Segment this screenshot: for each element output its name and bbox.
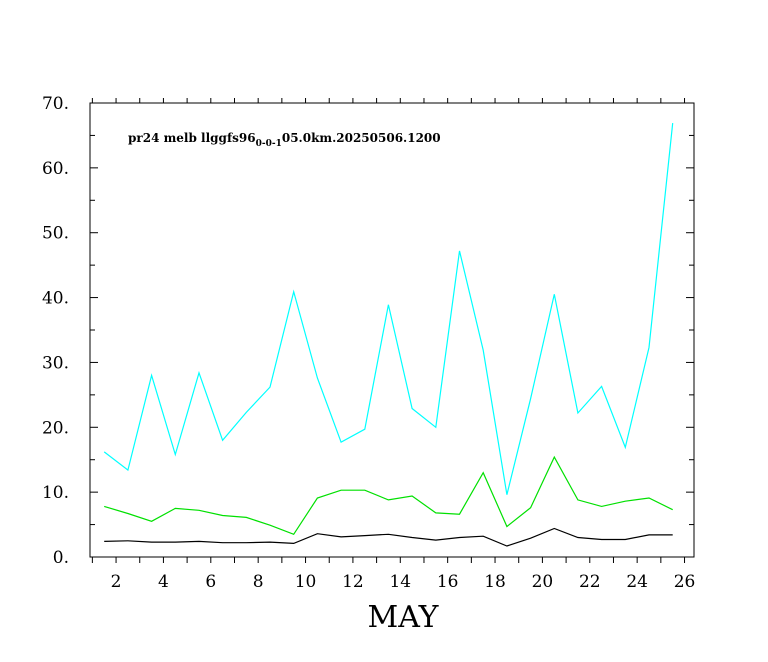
x-tick-label: 16 — [437, 572, 459, 592]
x-tick-label: 8 — [253, 572, 264, 592]
plot-frame — [89, 102, 695, 558]
x-tick-label: 2 — [111, 572, 122, 592]
tick-labels: 0.10.20.30.40.50.60.70.2 4 6 8 10 12 14 16 18 20 2… — [42, 94, 695, 592]
x-tick-label: 10 — [295, 572, 317, 592]
x-tick-label: 12 — [342, 572, 364, 592]
x-tick-label: 24 — [626, 572, 648, 592]
series-line-1 — [103, 123, 674, 495]
x-tick-label: 26 — [674, 572, 696, 592]
x-tick-label: 22 — [579, 572, 601, 592]
x-tick-label: 18 — [484, 572, 506, 592]
series-line-3 — [104, 527, 673, 547]
axis-ticks — [90, 98, 694, 563]
y-tick-label: 50. — [42, 224, 69, 244]
chart-annotation: pr24 melb llggfs960-0-105.0km.20250506.1… — [128, 131, 441, 149]
y-tick-label: 70. — [42, 94, 69, 114]
y-tick-label: 10. — [42, 483, 69, 503]
x-tick-label: 14 — [389, 572, 411, 592]
y-tick-label: 30. — [42, 353, 69, 373]
x-axis-title: MAY — [368, 600, 440, 635]
x-tick-label: 6 — [205, 572, 216, 592]
y-tick-label: 20. — [42, 418, 69, 438]
series-layer — [103, 123, 674, 547]
y-tick-label: 0. — [53, 548, 69, 568]
x-tick-label: 20 — [532, 572, 554, 592]
y-tick-label: 40. — [42, 289, 69, 309]
y-tick-label: 60. — [42, 159, 69, 179]
series-line-2 — [104, 455, 673, 536]
x-tick-label: 4 — [158, 572, 169, 592]
